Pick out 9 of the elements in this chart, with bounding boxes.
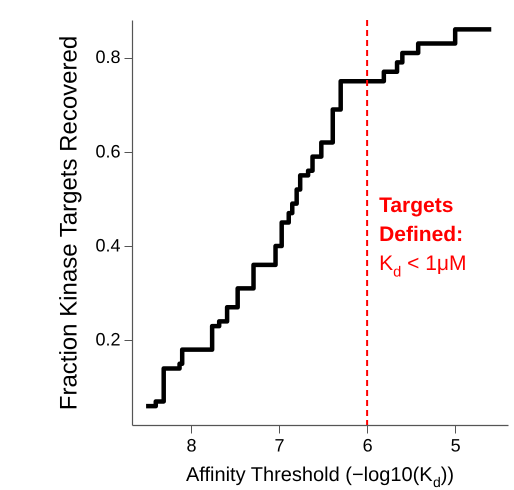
y-tick-label: 0.4: [95, 236, 120, 256]
x-tick-label: 8: [186, 436, 197, 456]
y-tick-label: 0.8: [95, 47, 120, 68]
x-tick-label: 7: [274, 436, 285, 456]
y-tick-label: 0.2: [95, 330, 120, 350]
x-tick-label: 5: [450, 436, 461, 456]
y-tick-label: 0.6: [95, 141, 120, 162]
x-tick-label: 6: [362, 436, 373, 456]
y-axis-title: Fraction Kinase Targets Recovered: [55, 36, 82, 410]
